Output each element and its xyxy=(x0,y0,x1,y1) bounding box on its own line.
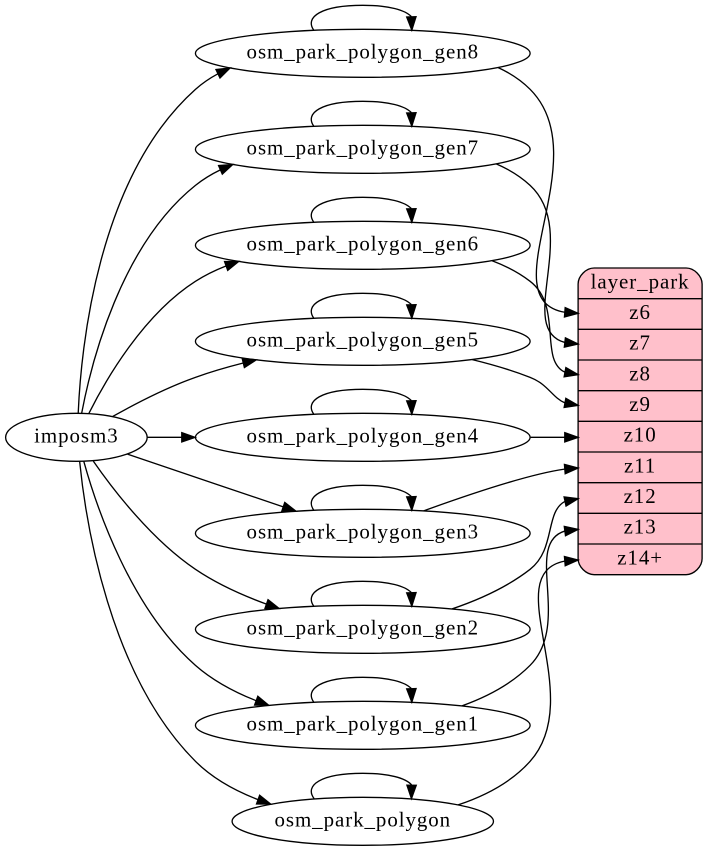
svg-text:osm_park_polygon_gen6: osm_park_polygon_gen6 xyxy=(247,231,479,255)
svg-text:osm_park_polygon_gen8: osm_park_polygon_gen8 xyxy=(247,39,479,63)
svg-text:osm_park_polygon_gen2: osm_park_polygon_gen2 xyxy=(247,615,479,639)
svg-text:z14+: z14+ xyxy=(617,545,663,569)
svg-text:z11: z11 xyxy=(624,453,656,477)
svg-text:z12: z12 xyxy=(624,484,657,508)
svg-text:layer_park: layer_park xyxy=(591,269,690,293)
svg-text:z9: z9 xyxy=(629,392,651,416)
svg-text:osm_park_polygon_gen1: osm_park_polygon_gen1 xyxy=(247,711,479,735)
svg-text:osm_park_polygon: osm_park_polygon xyxy=(274,807,451,831)
svg-text:z13: z13 xyxy=(624,515,657,539)
svg-text:osm_park_polygon_gen7: osm_park_polygon_gen7 xyxy=(247,135,479,159)
svg-text:osm_park_polygon_gen4: osm_park_polygon_gen4 xyxy=(247,423,479,447)
svg-text:osm_park_polygon_gen3: osm_park_polygon_gen3 xyxy=(247,519,479,543)
svg-text:osm_park_polygon_gen5: osm_park_polygon_gen5 xyxy=(247,327,479,351)
svg-text:z10: z10 xyxy=(624,423,657,447)
svg-text:imposm3: imposm3 xyxy=(34,423,118,447)
svg-text:z6: z6 xyxy=(629,300,651,324)
svg-text:z7: z7 xyxy=(629,331,651,355)
svg-text:z8: z8 xyxy=(629,361,651,385)
